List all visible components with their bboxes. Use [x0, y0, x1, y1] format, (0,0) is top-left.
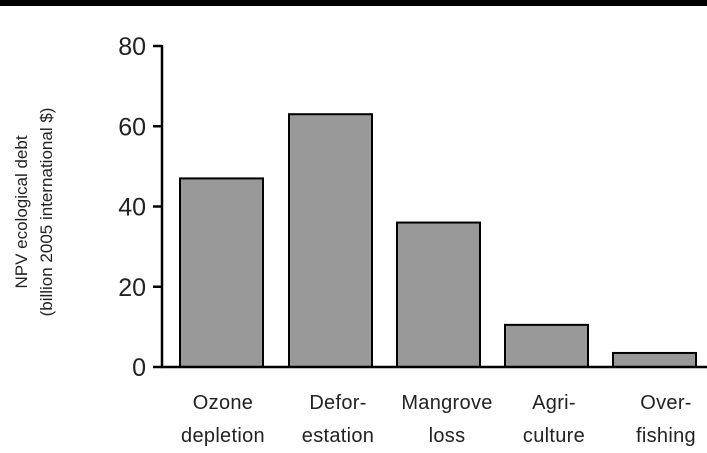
x-tick-label: Ozone — [193, 392, 253, 414]
x-tick-label: Agri- — [532, 392, 576, 414]
y-axis-title: NPV ecological debt (billion 2005 intern… — [12, 108, 56, 317]
bar — [288, 113, 373, 369]
x-tick-label: culture — [523, 425, 585, 447]
x-tick-label: estation — [302, 425, 374, 447]
bar — [504, 323, 589, 368]
x-tick-label: Mangrove — [401, 392, 492, 414]
bars — [179, 113, 697, 369]
bar — [179, 177, 264, 368]
bar — [396, 221, 481, 368]
x-tick-label: fishing — [636, 425, 696, 447]
x-tick-label: Over- — [640, 392, 692, 414]
x-tick-label: Defor- — [309, 392, 366, 414]
y-tick-label: 40 — [118, 194, 146, 222]
bar — [612, 351, 697, 368]
y-tick-label: 80 — [118, 33, 146, 61]
y-tick-label: 20 — [118, 274, 146, 302]
top-rule — [0, 0, 707, 6]
x-tick-label: loss — [429, 425, 466, 447]
y-axis-title-line-1: NPV ecological debt — [12, 135, 31, 288]
y-tick-label: 0 — [132, 354, 146, 382]
y-axis: 0 20 40 60 80 — [118, 33, 164, 382]
x-tick-label: depletion — [181, 425, 265, 447]
x-axis-labels: Ozone depletion Defor-estation Mangrove loss… — [181, 392, 696, 447]
y-axis-title-line-2: (billion 2005 international $) — [37, 108, 56, 317]
y-tick-label: 60 — [118, 113, 146, 141]
